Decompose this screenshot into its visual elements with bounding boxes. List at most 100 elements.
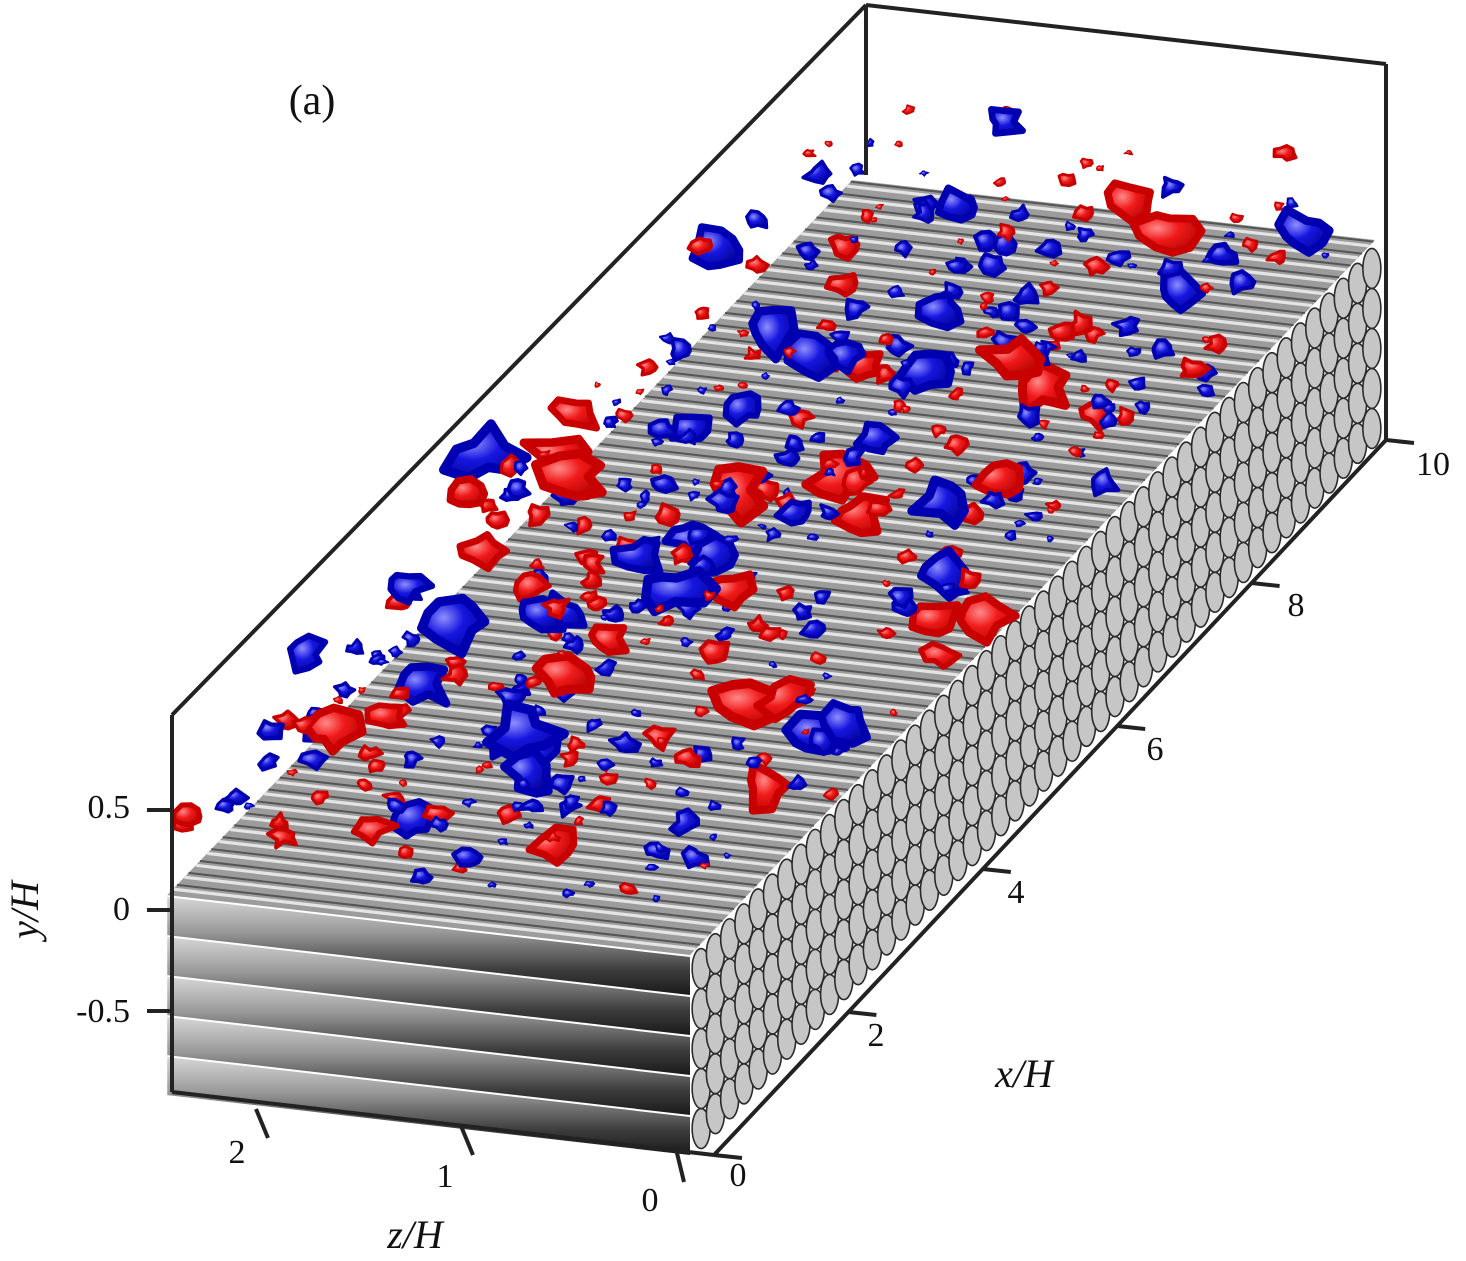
- negative-vortex: [1012, 281, 1040, 306]
- positive-vortex: [657, 614, 675, 627]
- positive-vortex: [703, 589, 716, 602]
- positive-vortex: [957, 238, 964, 245]
- negative-vortex: [773, 446, 801, 468]
- negative-vortex: [611, 398, 622, 407]
- negative-vortex: [562, 888, 576, 899]
- negative-vortex: [286, 632, 329, 675]
- positive-vortex: [928, 268, 937, 276]
- rod-top-shadow: [724, 311, 1248, 374]
- positive-vortex: [573, 815, 585, 827]
- negative-vortex: [819, 503, 841, 521]
- negative-vortex: [661, 384, 674, 397]
- panel-label: (a): [289, 78, 336, 124]
- negative-vortex: [257, 752, 280, 772]
- positive-vortex: [841, 466, 874, 496]
- positive-vortex: [598, 772, 619, 786]
- axis-ticks: [147, 438, 1415, 1183]
- rod-top-shadow: [222, 836, 746, 899]
- negative-vortex: [761, 371, 771, 380]
- positive-vortex: [291, 716, 317, 735]
- positive-vortex: [1079, 157, 1094, 170]
- rod-top-shadow: [679, 359, 1203, 422]
- positive-vortex: [736, 329, 750, 338]
- negative-vortex: [907, 475, 969, 530]
- negative-vortex: [829, 330, 851, 343]
- negative-vortex: [429, 735, 446, 749]
- negative-vortex: [497, 838, 508, 846]
- positive-vortex: [547, 396, 601, 432]
- z-tick: [254, 1108, 270, 1139]
- positive-vortex: [302, 703, 367, 756]
- rod-array-front: [167, 897, 690, 1155]
- x-tick-label: 8: [1288, 587, 1305, 624]
- positive-vortex: [1092, 431, 1105, 440]
- negative-vortex: [806, 533, 820, 541]
- vortex-isosurfaces: [171, 104, 1334, 903]
- z-tick-label: 2: [229, 1134, 246, 1171]
- positive-vortex: [1080, 384, 1090, 393]
- negative-vortex: [630, 708, 642, 717]
- positive-vortex: [1129, 211, 1206, 257]
- negative-vortex: [430, 815, 449, 833]
- positive-vortex: [579, 589, 598, 603]
- positive-vortex: [900, 405, 911, 414]
- positive-vortex: [446, 475, 489, 509]
- negative-vortex: [918, 170, 930, 177]
- negative-vortex: [823, 467, 836, 477]
- negative-vortex: [563, 794, 581, 810]
- positive-vortex: [776, 584, 795, 602]
- negative-vortex: [707, 799, 722, 811]
- positive-vortex: [976, 326, 996, 339]
- negative-vortex: [784, 434, 805, 453]
- negative-vortex: [748, 305, 799, 364]
- negative-vortex: [1205, 241, 1240, 266]
- positive-vortex: [650, 463, 663, 475]
- rod-top-shadow: [336, 716, 860, 779]
- y-tick-label: 0: [113, 891, 130, 928]
- positive-vortex: [823, 272, 859, 298]
- positive-vortex: [894, 140, 903, 148]
- rod-top-shadow: [348, 705, 872, 767]
- negative-vortex: [1127, 376, 1146, 391]
- negative-vortex: [722, 390, 762, 428]
- negative-vortex: [731, 736, 746, 751]
- positive-vortex: [800, 728, 810, 735]
- positive-vortex: [992, 177, 1007, 188]
- rod-top-highlight: [207, 851, 731, 915]
- rod-top-highlight: [241, 816, 765, 880]
- z-tick-labels: 2 1 0: [229, 1134, 659, 1219]
- negative-vortex: [600, 614, 609, 621]
- positive-vortex: [1071, 204, 1095, 223]
- negative-vortex: [1076, 226, 1095, 243]
- rod-top-shadow: [211, 848, 735, 910]
- rod-front-row: [167, 1057, 690, 1155]
- rod-top-shadow: [199, 859, 723, 922]
- negative-vortex: [914, 291, 965, 332]
- positive-vortex: [541, 597, 571, 621]
- positive-vortex: [1103, 179, 1154, 226]
- positive-vortex: [1000, 195, 1010, 202]
- negative-vortex: [1034, 238, 1063, 259]
- negative-vortex: [831, 747, 844, 756]
- negative-vortex: [639, 489, 651, 505]
- rod-top-shadow: [405, 645, 929, 708]
- positive-vortex: [996, 222, 1016, 243]
- positive-vortex: [332, 695, 343, 705]
- negative-vortex: [506, 477, 532, 500]
- x-tick: [848, 1010, 877, 1017]
- positive-vortex: [859, 467, 868, 478]
- z-tick: [674, 1148, 686, 1183]
- negative-vortex: [1098, 410, 1118, 430]
- rod-top-highlight: [743, 291, 1267, 355]
- negative-vortex: [1014, 519, 1026, 528]
- negative-vortex: [523, 821, 534, 829]
- z-axis-label: z/H: [386, 1212, 445, 1257]
- negative-vortex: [669, 336, 692, 363]
- positive-vortex: [860, 208, 875, 225]
- rod-top-highlight: [172, 887, 696, 951]
- positive-vortex: [1203, 333, 1228, 355]
- positive-vortex: [1105, 378, 1120, 394]
- positive-vortex: [356, 778, 373, 792]
- positive-vortex: [1123, 149, 1134, 156]
- negative-vortex: [513, 459, 529, 477]
